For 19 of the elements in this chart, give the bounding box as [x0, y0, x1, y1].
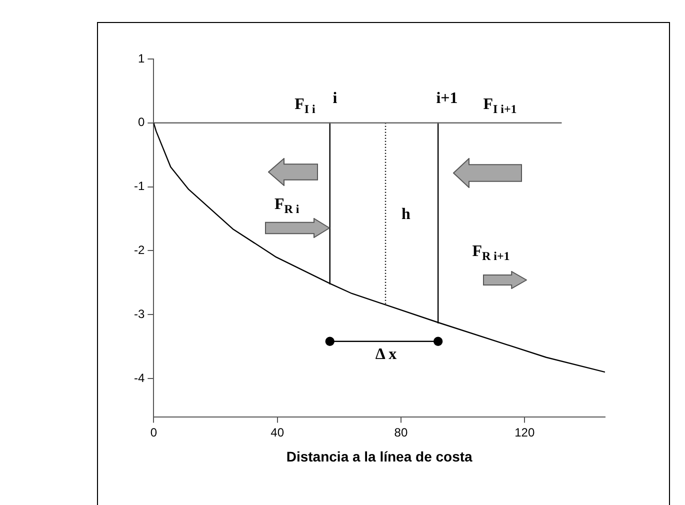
y-tick-label: -4	[134, 370, 145, 385]
y-tick-label: 1	[138, 51, 145, 66]
x-tick-label: 40	[270, 425, 284, 440]
y-tick-label: -2	[134, 242, 145, 257]
x-tick-label: 80	[394, 425, 408, 440]
y-tick-label: -3	[134, 306, 145, 321]
y-tick-label: -1	[134, 179, 145, 194]
x-tick-label: 120	[514, 425, 535, 440]
annotation: F$_{I i}$	[294, 96, 316, 116]
annotation: i	[332, 90, 338, 108]
annotation: Δ x	[375, 346, 397, 364]
annotation: i+1	[436, 90, 458, 108]
annotation: F$_{R i}$	[274, 196, 300, 216]
annotation: F$_{R i+1}$	[472, 242, 510, 264]
annotation: h	[402, 206, 410, 224]
x-axis-title: Distancia a la línea de costa	[286, 448, 473, 464]
x-tick-label: 0	[150, 425, 158, 440]
y-tick-label: 0	[138, 115, 145, 130]
annotation: F$_{I i+1}$	[483, 96, 517, 116]
